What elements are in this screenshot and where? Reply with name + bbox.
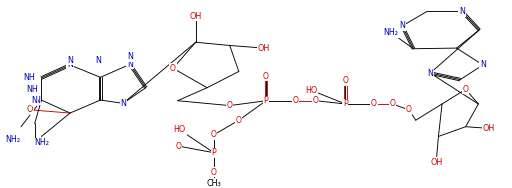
Text: O: O (313, 96, 319, 105)
Text: O: O (227, 101, 232, 110)
Text: CH₃: CH₃ (206, 179, 221, 188)
Text: NH₂: NH₂ (6, 135, 20, 144)
Text: N: N (399, 21, 405, 30)
Text: O: O (463, 85, 468, 94)
Text: P: P (211, 148, 216, 157)
Text: N: N (67, 61, 73, 70)
Text: NH₂: NH₂ (383, 28, 398, 37)
Text: O: O (406, 105, 412, 114)
Text: N: N (32, 96, 37, 105)
Text: N: N (480, 61, 486, 70)
Text: O: O (27, 105, 33, 114)
Text: NH₂: NH₂ (34, 138, 49, 147)
Text: O: O (371, 99, 377, 108)
Text: OH: OH (189, 12, 202, 21)
Text: N: N (120, 99, 126, 108)
Text: N: N (67, 56, 73, 65)
Text: OH: OH (482, 124, 495, 133)
Text: O: O (236, 116, 242, 125)
Text: O: O (176, 142, 182, 151)
Text: O: O (263, 72, 269, 81)
Text: O: O (211, 168, 217, 177)
Text: NH: NH (27, 85, 38, 94)
Text: O: O (343, 76, 348, 85)
Text: OH: OH (430, 158, 442, 167)
Text: O: O (170, 64, 176, 73)
Text: O: O (211, 130, 217, 139)
Text: HO: HO (305, 86, 317, 95)
Text: NH₂: NH₂ (34, 138, 49, 147)
Text: O: O (389, 99, 395, 108)
Text: OH: OH (258, 44, 270, 53)
Text: N: N (428, 69, 433, 78)
Text: P: P (264, 96, 268, 105)
Text: NH: NH (23, 74, 35, 83)
Text: HO: HO (174, 125, 186, 134)
Text: O: O (292, 96, 298, 105)
Text: N: N (35, 96, 40, 105)
Text: N: N (459, 7, 465, 16)
Text: N: N (95, 56, 101, 65)
Text: N: N (127, 60, 133, 69)
Text: N: N (127, 52, 133, 61)
Text: P: P (343, 99, 348, 108)
